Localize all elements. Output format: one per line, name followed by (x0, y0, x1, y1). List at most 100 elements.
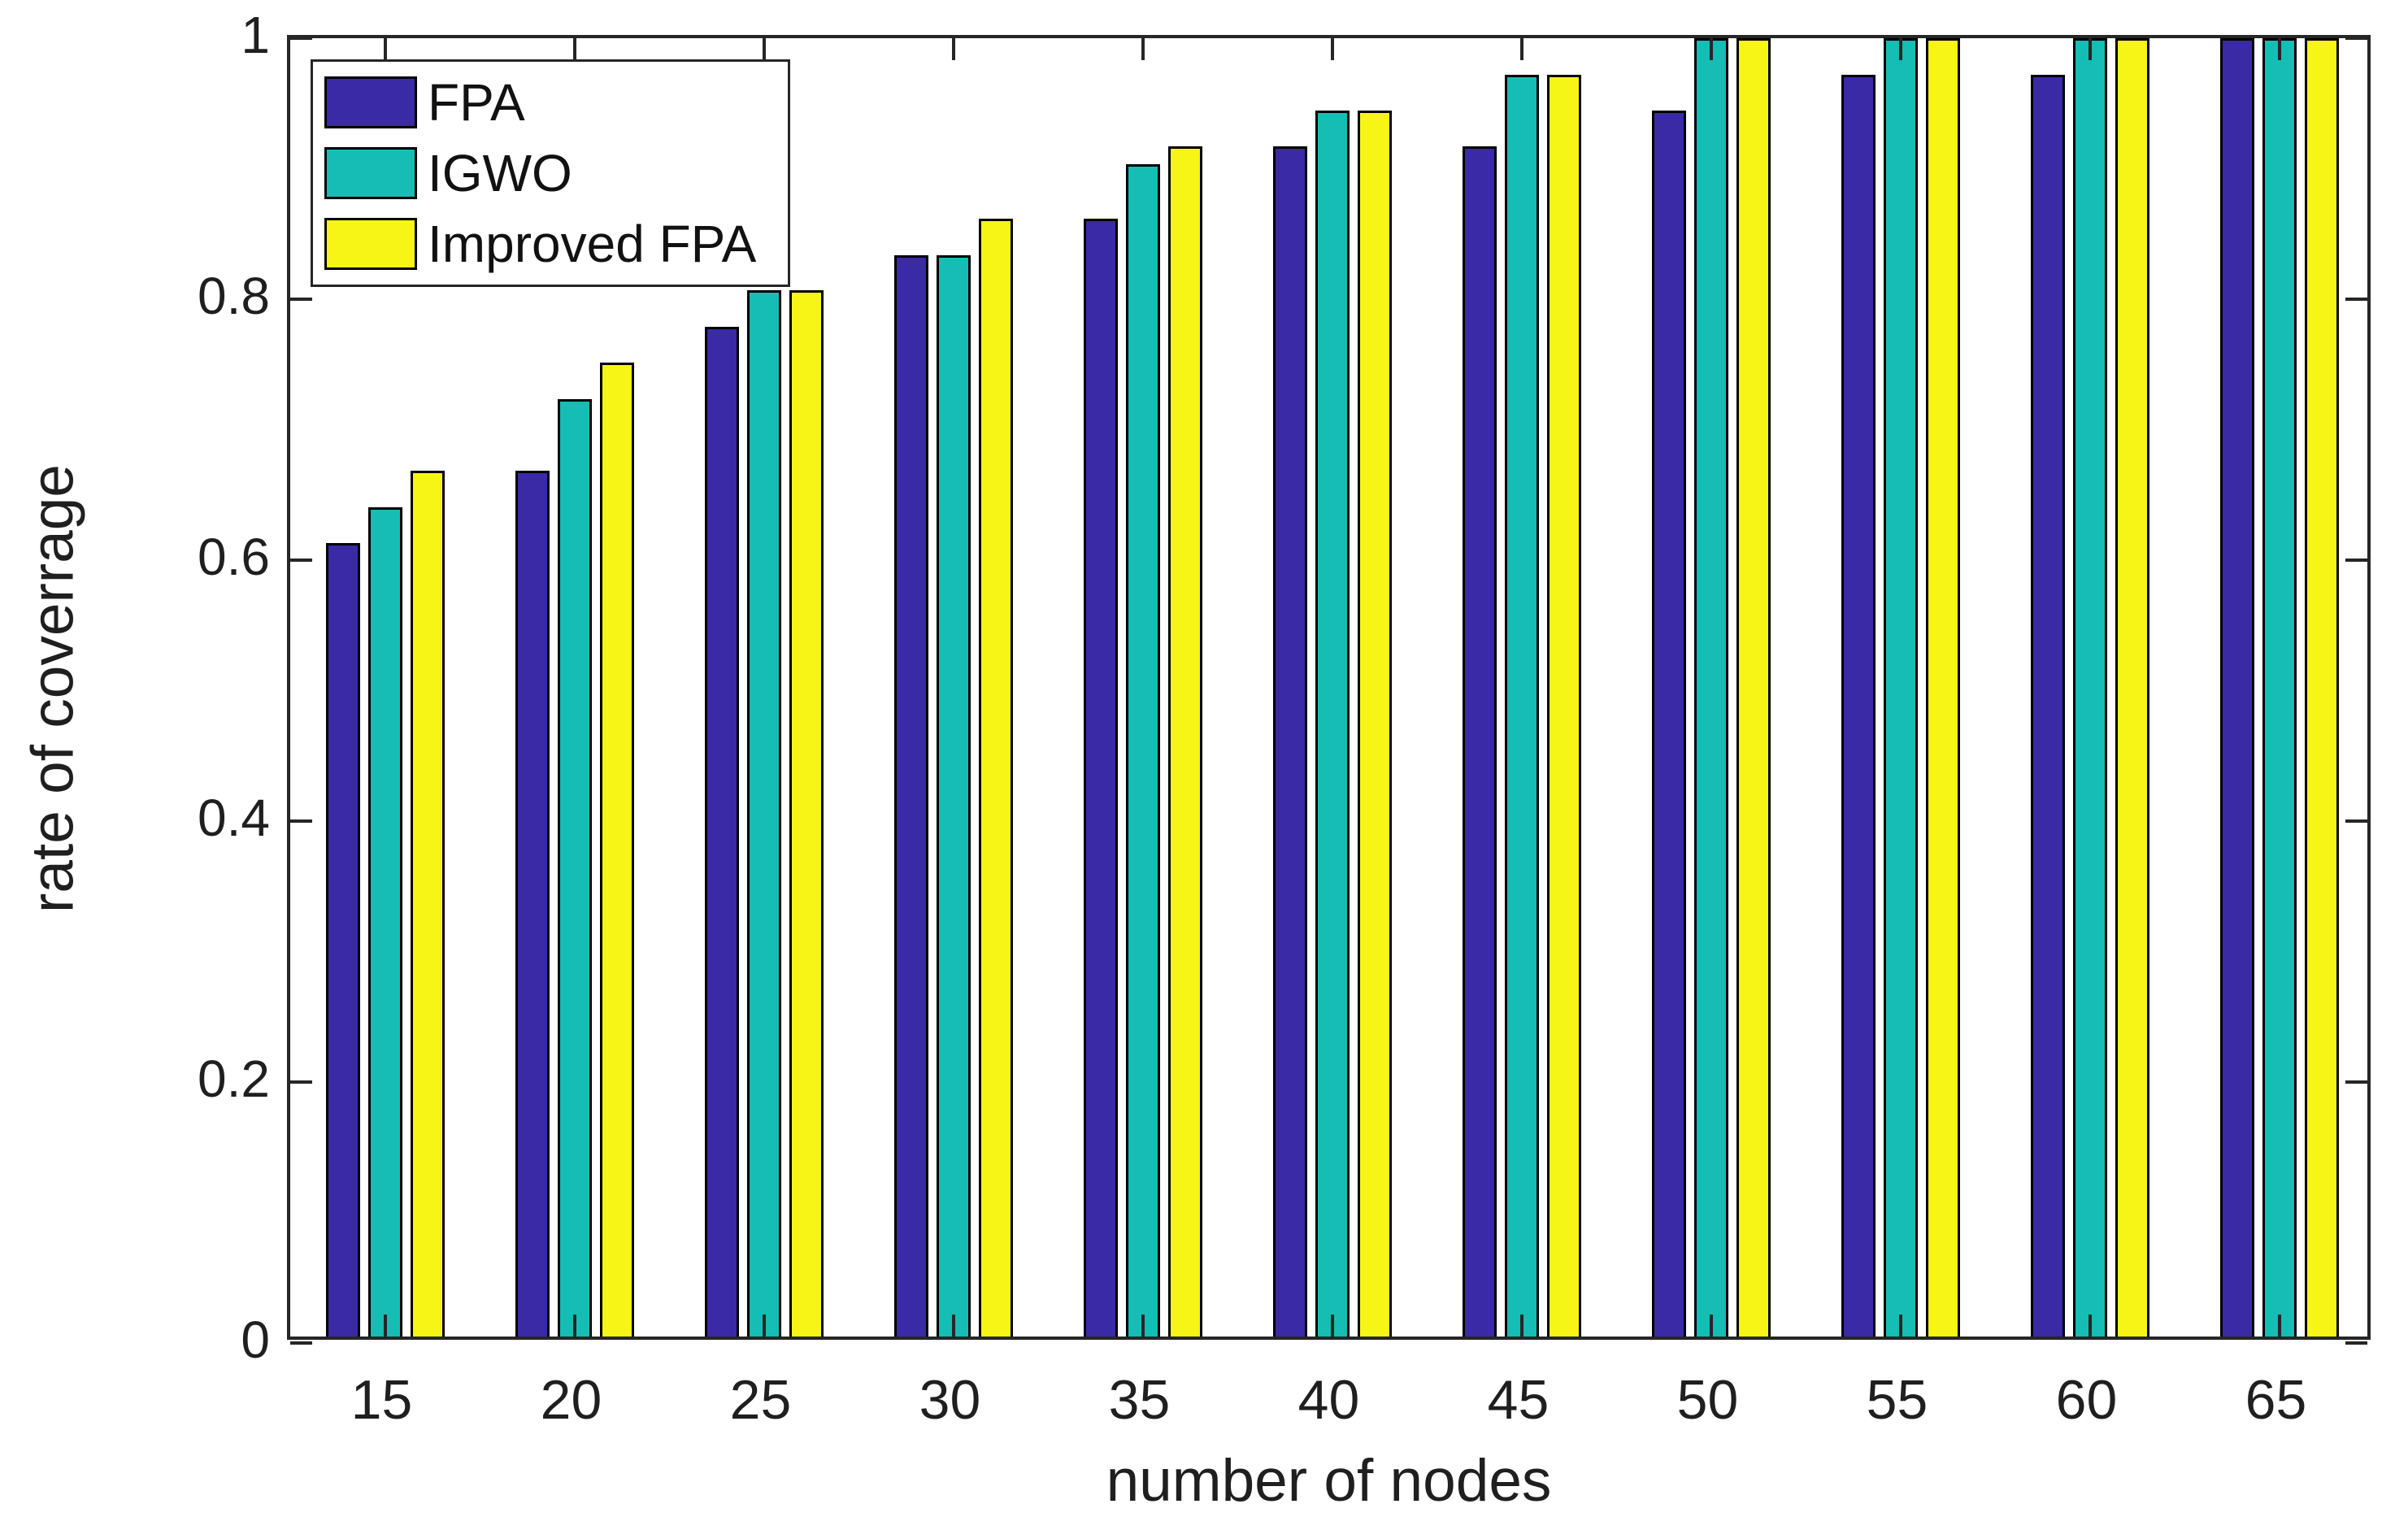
x-axis-tick-label: 20 (540, 1369, 602, 1431)
bar-igwo (1125, 163, 1160, 1337)
x-axis-tick-labels: 15 20 25 30 35 40 45 50 55 60 65 (287, 1369, 2371, 1434)
legend-item: FPA (324, 76, 776, 129)
bar-improved-fpa (789, 289, 824, 1337)
bar-igwo (1315, 111, 1350, 1337)
bar-fpa (893, 254, 928, 1337)
bar-improved-fpa (599, 363, 634, 1337)
legend: FPA IGWO Improved FPA (311, 59, 790, 287)
legend-swatch-igwo (324, 147, 417, 199)
y-tick-mark-right (2345, 37, 2367, 40)
bar-fpa (1841, 74, 1876, 1337)
legend-item: IGWO (324, 146, 776, 200)
bar-improved-fpa (1925, 38, 1960, 1337)
bar-group (1237, 38, 1427, 1337)
legend-label: Improved FPA (428, 215, 757, 273)
bar-improved-fpa (2115, 38, 2149, 1337)
x-axis-tick-label: 30 (919, 1369, 981, 1431)
x-tick-mark-top (1141, 38, 1145, 60)
x-axis-tick-label: 35 (1108, 1369, 1171, 1431)
bar-improved-fpa (1546, 74, 1581, 1337)
bar-igwo (746, 289, 781, 1337)
bar-igwo (1504, 74, 1539, 1337)
x-tick-mark-top (2277, 38, 2281, 60)
bar-fpa (1272, 146, 1307, 1337)
x-tick-mark-top (762, 38, 766, 60)
bar-group (1048, 38, 1237, 1337)
y-axis-tick-label: 1 (241, 6, 270, 64)
y-axis-tick-label: 0.2 (198, 1050, 270, 1108)
x-tick-mark-bottom (1709, 1315, 1713, 1337)
bar-fpa (1651, 111, 1686, 1337)
plot-inner (290, 37, 2367, 1345)
x-tick-mark-top (1330, 38, 1334, 60)
bar-group (858, 38, 1048, 1337)
legend-swatch-improved-fpa (324, 218, 417, 270)
bar-igwo (2072, 38, 2107, 1337)
x-tick-mark-top (951, 38, 955, 60)
bar-fpa (704, 326, 739, 1337)
x-tick-mark-top (1519, 38, 1523, 60)
bar-improved-fpa (978, 218, 1013, 1337)
x-axis-tick-label: 60 (2055, 1369, 2118, 1431)
bar-igwo (936, 254, 971, 1337)
y-axis-tick-label: 0.8 (198, 267, 270, 325)
bar-group (1616, 38, 1806, 1337)
y-axis-tick-label: 0 (241, 1310, 270, 1369)
bar-igwo (1883, 38, 1918, 1337)
bar-group (1806, 38, 1995, 1337)
legend-label: IGWO (428, 144, 572, 202)
bar-fpa (515, 470, 550, 1337)
x-axis-tick-label: 50 (1676, 1369, 1739, 1431)
bar-group (480, 38, 669, 1337)
x-axis-tick-label: 40 (1297, 1369, 1360, 1431)
bar-improved-fpa (1167, 146, 1202, 1337)
bar-fpa (2219, 38, 2254, 1337)
bar-igwo (2262, 38, 2297, 1337)
x-axis-tick-label: 25 (729, 1369, 792, 1431)
legend-item: Improved FPA (324, 217, 776, 271)
bar-igwo (1693, 38, 1728, 1337)
bar-igwo (367, 506, 402, 1337)
legend-label: FPA (428, 73, 525, 132)
y-tick-mark-left (290, 298, 312, 301)
legend-swatch-fpa (324, 76, 417, 128)
y-axis-tick-label: 0.6 (198, 528, 270, 586)
x-tick-mark-bottom (572, 1315, 576, 1337)
x-tick-mark-bottom (383, 1315, 387, 1337)
bar-improved-fpa (2304, 38, 2339, 1337)
bar-improved-fpa (410, 470, 445, 1337)
x-tick-mark-bottom (1330, 1315, 1334, 1337)
y-tick-mark-left (290, 559, 312, 562)
y-tick-mark-right (2345, 1341, 2367, 1345)
bar-group (1427, 38, 1616, 1337)
x-tick-mark-top (572, 38, 576, 60)
y-tick-mark-right (2345, 559, 2367, 562)
x-axis-tick-label: 45 (1487, 1369, 1550, 1431)
x-tick-mark-bottom (2277, 1315, 2281, 1337)
y-tick-mark-left (290, 1080, 312, 1084)
bar-group (2184, 38, 2374, 1337)
y-tick-mark-right (2345, 1080, 2367, 1084)
bar-fpa (325, 543, 360, 1337)
plot-area (287, 35, 2371, 1345)
bar-fpa (1083, 218, 1118, 1337)
bar-improved-fpa (1357, 111, 1392, 1337)
bar-group (669, 38, 858, 1337)
y-tick-mark-left (290, 819, 312, 823)
bar-improved-fpa (1736, 38, 1771, 1337)
y-tick-mark-right (2345, 819, 2367, 823)
x-tick-mark-bottom (762, 1315, 766, 1337)
x-axis-title: number of nodes (1106, 1448, 1552, 1514)
bar-fpa (1462, 146, 1497, 1337)
y-tick-mark-left (290, 1341, 312, 1345)
x-axis-tick-label: 15 (350, 1369, 413, 1431)
x-axis-tick-label: 65 (2245, 1369, 2307, 1431)
y-axis-tick-labels: 0 0.2 0.4 0.6 0.8 1 (98, 6, 270, 1369)
x-tick-mark-bottom (1519, 1315, 1523, 1337)
y-axis-title: rate of coverrage (20, 464, 86, 913)
bar-group (1995, 38, 2184, 1337)
bar-fpa (2030, 74, 2065, 1337)
x-tick-mark-bottom (1898, 1315, 1902, 1337)
x-axis-tick-label: 55 (1866, 1369, 1928, 1431)
